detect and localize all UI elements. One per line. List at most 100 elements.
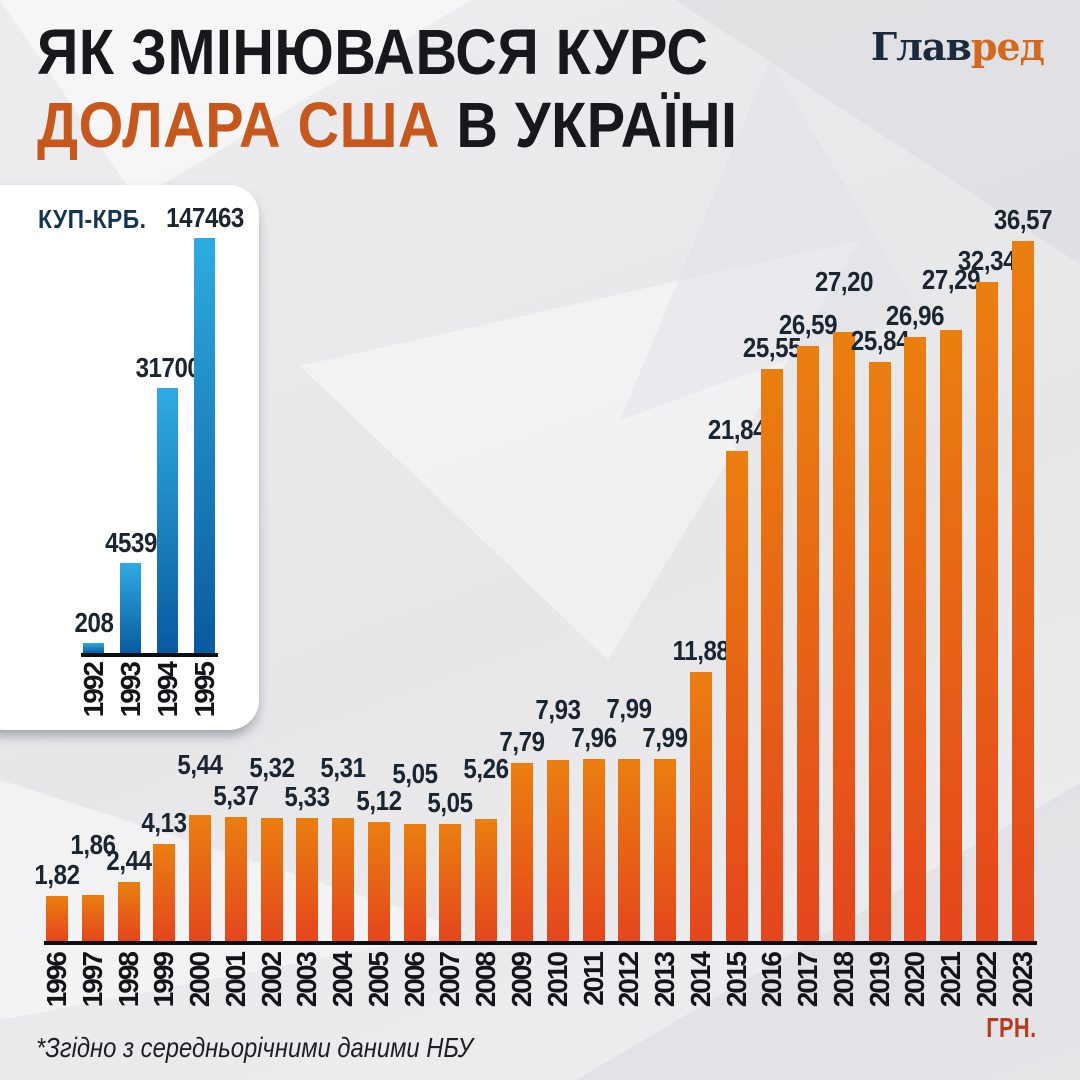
year-label-2015: 2015 [720, 953, 752, 1008]
bar-2023 [1011, 241, 1034, 941]
inset-year-label-1993: 1993 [114, 663, 146, 718]
value-label-2011: 7,96 [570, 722, 617, 753]
value-label-2004: 5,31 [320, 752, 367, 783]
year-label-2019: 2019 [863, 953, 895, 1008]
year-label-2004: 2004 [327, 953, 359, 1008]
bar-2013 [654, 759, 677, 941]
value-label-2015: 21,84 [707, 414, 767, 445]
value-label-2008: 5,26 [463, 753, 510, 784]
bar-2011 [582, 759, 605, 941]
year-label-2017: 2017 [792, 953, 824, 1008]
value-label-2016: 25,55 [743, 332, 802, 363]
value-label-1996: 1,82 [34, 859, 80, 890]
year-label-2001: 2001 [219, 953, 251, 1008]
value-label-2012: 7,99 [606, 693, 653, 724]
bar-2020 [904, 337, 927, 941]
value-label-2022: 32,34 [957, 245, 1017, 276]
bar-2004 [332, 818, 355, 941]
footnote: *Згідно з середньорічними даними НБУ [36, 1032, 473, 1063]
inset-value-label-1993: 4539 [104, 527, 157, 558]
year-label-2002: 2002 [255, 953, 287, 1008]
main-x-axis [44, 941, 1037, 945]
title-line2-rest: В УКРАЇНІ [439, 89, 738, 161]
value-label-2018: 27,20 [814, 266, 874, 297]
inset-bar-1994 [157, 388, 178, 653]
year-label-1998: 1998 [112, 953, 144, 1008]
bar-2009 [511, 763, 533, 941]
year-label-2010: 2010 [541, 953, 573, 1008]
value-label-1997: 1,86 [70, 829, 116, 860]
page-title: ЯК ЗМІНЮВАВСЯ КУРС ДОЛАРА США В УКРАЇНІ [37, 16, 737, 162]
year-label-2009: 2009 [506, 953, 537, 1008]
value-label-2009: 7,79 [499, 726, 545, 757]
glavred-logo: Главред [870, 24, 1045, 69]
year-label-2022: 2022 [971, 953, 1003, 1008]
year-label-2013: 2013 [649, 953, 681, 1008]
inset-bar-1992 [83, 643, 104, 653]
main-unit-label: ГРН. [986, 1012, 1037, 1043]
year-label-2023: 2023 [1006, 953, 1038, 1008]
year-label-2021: 2021 [935, 953, 967, 1008]
inset-year-label-1994: 1994 [151, 663, 183, 718]
bar-2016 [761, 369, 784, 941]
value-label-2020: 26,96 [886, 300, 945, 331]
bar-2019 [868, 362, 891, 941]
title-highlight: ДОЛАРА США [37, 89, 440, 161]
bar-1999 [153, 844, 176, 941]
bar-2014 [689, 672, 712, 941]
inset-value-label-1992: 208 [74, 607, 113, 638]
value-label-2002: 5,32 [249, 752, 295, 783]
bar-2007 [439, 824, 462, 941]
bar-2017 [797, 346, 820, 941]
value-label-2013: 7,99 [642, 722, 689, 753]
year-label-2003: 2003 [291, 953, 323, 1008]
year-label-2007: 2007 [434, 953, 466, 1008]
year-label-1996: 1996 [41, 953, 72, 1008]
year-label-2005: 2005 [362, 953, 394, 1008]
inset-year-label-1995: 1995 [188, 663, 220, 718]
bar-1996 [46, 896, 68, 941]
bar-2006 [403, 824, 426, 941]
bar-2022 [976, 282, 999, 941]
bar-2010 [546, 760, 569, 941]
value-label-2019: 25,84 [850, 325, 910, 356]
bar-2000 [189, 815, 212, 941]
value-label-2007: 5,05 [427, 787, 474, 818]
value-label-1998: 2,44 [105, 845, 152, 876]
year-label-2018: 2018 [827, 953, 859, 1008]
logo-part-navy: Глав [870, 24, 972, 69]
inset-value-label-1994: 31700 [135, 352, 200, 383]
year-label-2014: 2014 [684, 953, 716, 1008]
inset-year-label-1992: 1992 [77, 663, 109, 718]
value-label-2014: 11,88 [672, 635, 730, 666]
year-label-1999: 1999 [148, 953, 180, 1008]
inset-bar-1995 [194, 238, 215, 653]
bar-2002 [260, 818, 283, 941]
year-label-2020: 2020 [899, 953, 931, 1008]
bar-2005 [367, 822, 390, 941]
value-label-2006: 5,05 [392, 758, 438, 789]
bar-2012 [618, 759, 641, 941]
inset-x-axis [81, 653, 218, 657]
year-label-2012: 2012 [613, 953, 645, 1008]
logo-part-orange: ред [970, 24, 1045, 69]
value-label-2003: 5,33 [284, 781, 331, 812]
value-label-1999: 4,13 [141, 807, 188, 838]
value-label-2000: 5,44 [177, 749, 224, 780]
year-label-1997: 1997 [76, 953, 108, 1008]
bar-2003 [296, 818, 319, 941]
bar-2008 [475, 819, 498, 941]
inset-bar-1993 [120, 563, 141, 653]
value-label-2010: 7,93 [535, 694, 581, 725]
bar-2001 [224, 817, 247, 941]
value-label-2005: 5,12 [356, 785, 402, 816]
inset-value-label-1995: 147463 [165, 202, 244, 233]
value-label-2017: 26,59 [779, 309, 838, 340]
value-label-2023: 36,57 [993, 204, 1053, 235]
value-label-2001: 5,37 [213, 780, 259, 811]
bar-2021 [940, 330, 963, 941]
bar-1997 [81, 895, 104, 941]
year-label-2006: 2006 [398, 953, 430, 1008]
inset-unit-label: КУП-КРБ. [38, 204, 147, 234]
